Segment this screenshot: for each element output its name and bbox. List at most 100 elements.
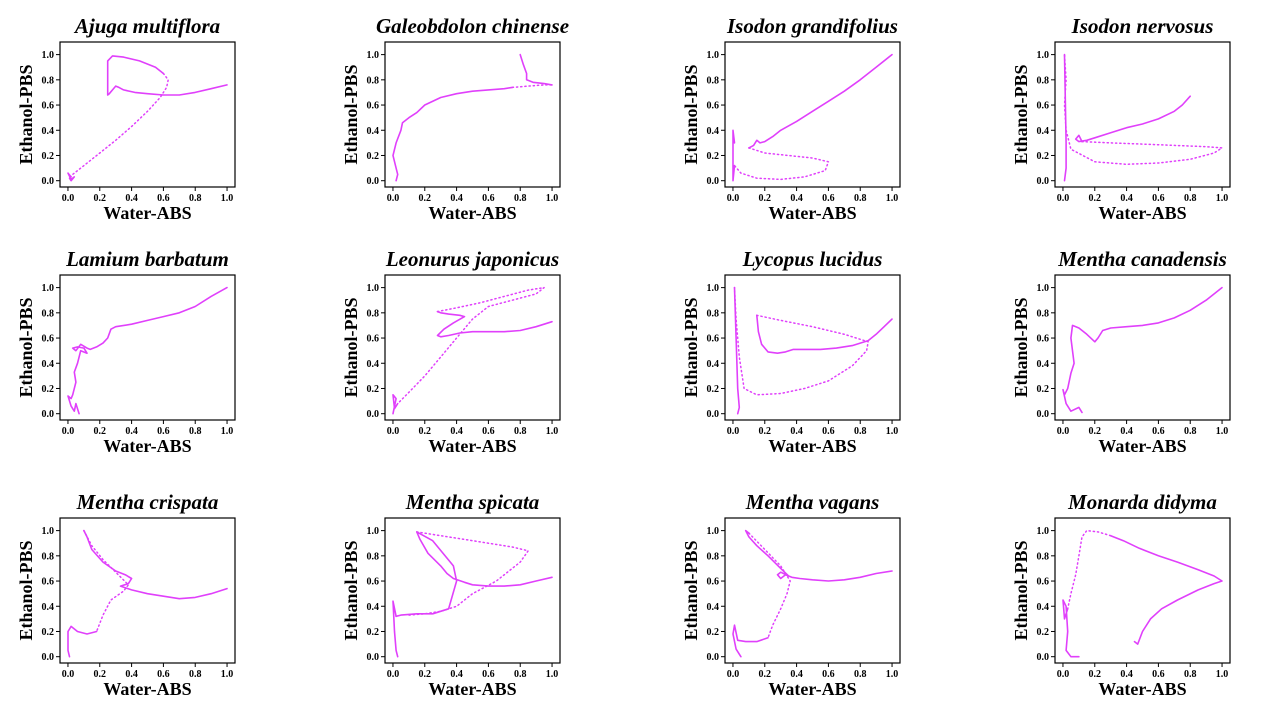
series-line-solid <box>436 310 553 338</box>
y-tick-label: 0.6 <box>42 334 55 345</box>
x-axis-label: Water-ABS <box>428 203 516 223</box>
chart-svg: 0.0 0.2 0.4 0.6 0.8 1.0 0.0 0.2 0.4 0.6 0.8 1.0 Wate… <box>341 517 561 699</box>
series-line-solid <box>748 53 893 149</box>
y-axis-label: Ethanol-PBS <box>681 540 701 640</box>
chart-title: Mentha canadensis <box>1058 247 1227 271</box>
x-tick-label: 0.8 <box>514 669 527 680</box>
x-tick-label: 0.0 <box>387 426 400 437</box>
y-axis-label: Ethanol-PBS <box>681 64 701 164</box>
chart-title: Leonurus japonicus <box>385 247 560 271</box>
plot-frame <box>724 274 901 421</box>
x-axis-label: Water-ABS <box>103 679 191 699</box>
y-axis-label: Ethanol-PBS <box>341 540 361 640</box>
y-tick-label: 0.4 <box>367 359 380 370</box>
y-tick-label: 0.2 <box>42 384 55 395</box>
x-tick-label: 0.6 <box>482 426 495 437</box>
x-tick-label: 0.8 <box>854 193 867 204</box>
x-tick-label: 0.4 <box>450 426 463 437</box>
y-tick-label: 0.4 <box>367 602 380 613</box>
series-line-dotted <box>396 286 545 405</box>
x-tick-label: 1.0 <box>221 669 234 680</box>
y-tick-label: 0.0 <box>367 409 380 420</box>
y-tick-label: 0.2 <box>707 627 720 638</box>
y-tick-label: 0.2 <box>1037 384 1050 395</box>
x-tick-label: 0.4 <box>790 669 803 680</box>
x-axis-label: Water-ABS <box>768 436 856 456</box>
x-tick-label: 0.6 <box>822 193 835 204</box>
series-line-solid <box>106 55 228 96</box>
y-tick-label: 0.4 <box>707 359 720 370</box>
x-tick-label: 0.6 <box>1152 426 1165 437</box>
chart-title: Mentha crispata <box>76 490 219 514</box>
x-tick-label: 0.0 <box>727 193 740 204</box>
y-tick-label: 0.2 <box>42 627 55 638</box>
plot-frame <box>384 517 561 664</box>
x-tick-label: 1.0 <box>1216 669 1229 680</box>
chart-svg: 0.0 0.2 0.4 0.6 0.8 1.0 0.0 0.2 0.4 0.6 0.8 1.0 Wate… <box>341 274 561 456</box>
y-tick-label: 0.6 <box>1037 334 1050 345</box>
y-tick-label: 0.6 <box>42 577 55 588</box>
x-tick-label: 1.0 <box>546 426 559 437</box>
x-axis-label: Water-ABS <box>103 203 191 223</box>
x-tick-label: 0.6 <box>157 193 170 204</box>
chart-title: Mentha spicata <box>405 490 540 514</box>
plot-frame <box>59 41 236 188</box>
series-line-solid <box>67 286 228 415</box>
series-line-solid <box>1062 599 1080 658</box>
series-line-solid <box>732 129 736 182</box>
x-tick-label: 0.4 <box>125 193 138 204</box>
series-line-solid <box>392 394 399 415</box>
y-tick-label: 0.8 <box>42 75 55 86</box>
plot-frame <box>1054 274 1231 421</box>
x-tick-label: 0.8 <box>189 426 202 437</box>
x-tick-label: 0.6 <box>157 426 170 437</box>
x-tick-label: 0.6 <box>1152 669 1165 680</box>
chart-panel: Isodon nervosus 0.0 0.2 0.4 0.6 0.8 1.0 0.0 0.2 0… <box>1010 12 1250 223</box>
y-tick-label: 1.0 <box>42 50 55 61</box>
series-line-solid <box>392 86 514 182</box>
x-tick-label: 1.0 <box>886 426 899 437</box>
plot-frame <box>724 41 901 188</box>
y-tick-label: 0.0 <box>707 176 720 187</box>
x-tick-label: 0.6 <box>482 193 495 204</box>
x-tick-label: 0.6 <box>822 669 835 680</box>
y-axis-label: Ethanol-PBS <box>16 540 36 640</box>
series-line-solid <box>733 286 741 415</box>
series-line-dotted <box>733 147 830 181</box>
y-tick-label: 0.6 <box>42 101 55 112</box>
chart-title: Mentha vagans <box>745 490 880 514</box>
y-axis-label: Ethanol-PBS <box>681 297 701 397</box>
y-tick-label: 0.0 <box>42 409 55 420</box>
plot-frame <box>1054 41 1231 188</box>
series-line-solid <box>1109 534 1223 645</box>
x-tick-label: 0.2 <box>1089 193 1102 204</box>
series-line-solid <box>395 531 553 618</box>
y-tick-label: 0.0 <box>707 409 720 420</box>
x-tick-label: 0.2 <box>94 193 107 204</box>
y-tick-label: 0.0 <box>1037 176 1050 187</box>
chart-title: Lycopus lucidus <box>742 247 883 271</box>
x-tick-label: 0.6 <box>157 669 170 680</box>
y-tick-label: 0.4 <box>707 602 720 613</box>
x-axis-label: Water-ABS <box>1098 679 1186 699</box>
x-tick-label: 0.6 <box>482 669 495 680</box>
chart-svg: 0.0 0.2 0.4 0.6 0.8 1.0 0.0 0.2 0.4 0.6 0.8 1.0 Wate… <box>681 517 901 699</box>
y-tick-label: 0.6 <box>367 101 380 112</box>
x-tick-label: 1.0 <box>886 193 899 204</box>
x-tick-label: 0.0 <box>727 426 740 437</box>
y-tick-label: 1.0 <box>1037 50 1050 61</box>
y-tick-label: 1.0 <box>707 283 720 294</box>
y-tick-label: 0.8 <box>367 308 380 319</box>
x-tick-label: 0.8 <box>189 669 202 680</box>
y-tick-label: 1.0 <box>1037 526 1050 537</box>
plot-frame <box>59 517 236 664</box>
x-tick-label: 0.0 <box>1057 193 1070 204</box>
x-tick-label: 1.0 <box>1216 426 1229 437</box>
x-tick-label: 0.0 <box>1057 426 1070 437</box>
y-tick-label: 0.6 <box>367 577 380 588</box>
series-line-solid <box>1062 286 1223 414</box>
chart-title: Galeobdolon chinense <box>375 14 570 38</box>
x-tick-label: 0.8 <box>1184 426 1197 437</box>
plot-frame <box>384 274 561 421</box>
chart-svg: 0.0 0.2 0.4 0.6 0.8 1.0 0.0 0.2 0.4 0.6 0.8 1.0 Wate… <box>681 274 901 456</box>
